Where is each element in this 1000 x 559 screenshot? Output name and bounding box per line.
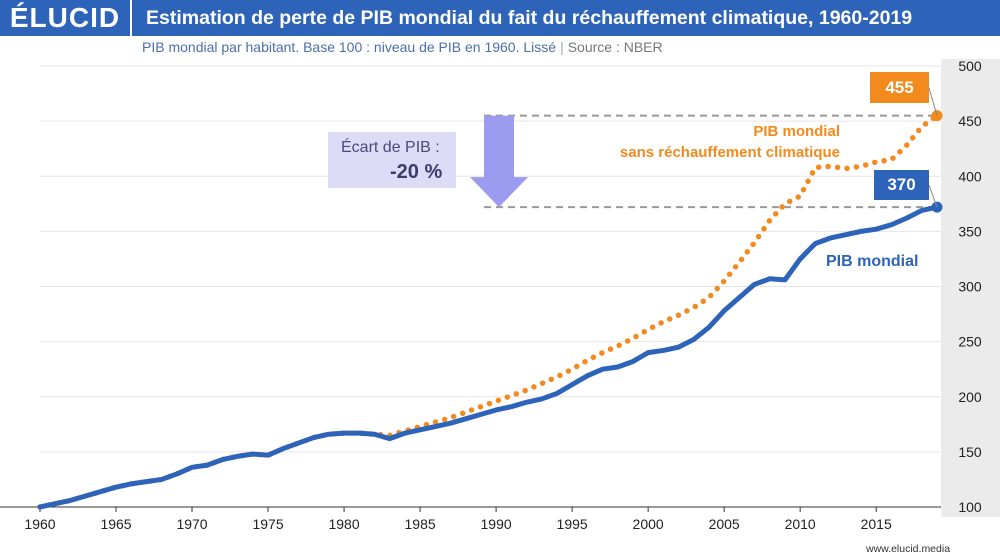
annotation-orange-line2: sans réchauffement climatique bbox=[619, 144, 840, 161]
x-tick-label: 2010 bbox=[785, 516, 816, 532]
x-tick-label: 2000 bbox=[633, 516, 664, 532]
y-tick-label: 450 bbox=[958, 113, 982, 129]
x-tick-label: 2015 bbox=[861, 516, 892, 532]
y-tick-label: 200 bbox=[958, 389, 982, 405]
badge-connector bbox=[928, 87, 938, 116]
x-tick-label: 1970 bbox=[176, 516, 207, 532]
annotation-orange: PIB mondial sans réchauffement climatiqu… bbox=[560, 121, 840, 163]
gap-value: -20 % bbox=[390, 161, 443, 183]
chart-title: Estimation de perte de PIB mondial du fa… bbox=[146, 7, 913, 29]
y-tick-label: 150 bbox=[958, 444, 982, 460]
y-tick-label: 250 bbox=[958, 334, 982, 350]
x-tick-label: 1980 bbox=[328, 516, 359, 532]
header-bar: ÉLUCID Estimation de perte de PIB mondia… bbox=[0, 0, 1000, 36]
reference-lines bbox=[484, 114, 937, 209]
x-tick-label: 2005 bbox=[709, 516, 740, 532]
x-tick-label: 1975 bbox=[252, 516, 283, 532]
annotation-orange-line1: PIB mondial bbox=[753, 123, 840, 140]
source-text: Source : NBER bbox=[567, 39, 663, 55]
gap-arrow bbox=[470, 115, 528, 208]
badge-connector bbox=[928, 184, 938, 208]
y-tick-label: 400 bbox=[958, 168, 982, 184]
y-tick-label: 350 bbox=[958, 223, 982, 239]
footer-url[interactable]: www.elucid.media bbox=[866, 543, 951, 555]
x-tick-label: 1960 bbox=[24, 516, 55, 532]
down-arrow-icon bbox=[470, 115, 528, 208]
gap-box bbox=[328, 132, 456, 188]
y-tick-label: 300 bbox=[958, 279, 982, 295]
y-axis-panel bbox=[941, 59, 1000, 517]
series-group bbox=[37, 87, 943, 510]
subtitle-separator: | bbox=[560, 39, 564, 55]
y-tick-label: 500 bbox=[958, 58, 982, 74]
series-line bbox=[37, 204, 940, 510]
x-axis: 1960 1965 1970 1975 1980 1985 1990 1995 2000 2005… bbox=[0, 506, 941, 532]
x-tick-label: 1995 bbox=[557, 516, 588, 532]
annotation-blue: PIB mondial bbox=[826, 253, 919, 270]
badge-orange-value: 455 bbox=[870, 72, 929, 103]
series-line bbox=[37, 112, 940, 510]
chart-subtitle: PIB mondial par habitant. Base 100 : niv… bbox=[142, 39, 663, 55]
x-tick-label: 1965 bbox=[100, 516, 131, 532]
subtitle-text: PIB mondial par habitant. Base 100 : niv… bbox=[142, 39, 557, 55]
x-tick-label: 1990 bbox=[481, 516, 512, 532]
gap-label: Écart de PIB : bbox=[341, 139, 440, 156]
y-tick-label: 100 bbox=[958, 499, 982, 515]
x-tick-label: 1985 bbox=[405, 516, 436, 532]
brand-logo: ÉLUCID bbox=[0, 0, 132, 36]
y-axis-ticks: 100 150 200 250 300 350 400 450 500 bbox=[958, 58, 982, 515]
badge-blue-value: 370 bbox=[874, 170, 929, 200]
